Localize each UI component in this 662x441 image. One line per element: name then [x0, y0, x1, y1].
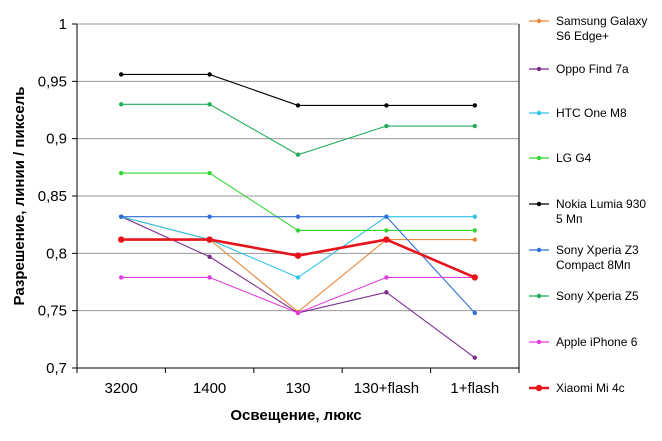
y-tick-label: 0,9 [46, 131, 67, 148]
legend-label: LG G4 [556, 151, 592, 165]
x-tick-label: 1+flash [450, 380, 499, 397]
series-htc-one-m8 [119, 214, 477, 280]
series-nokia-lumia-930-5-мп [119, 72, 477, 108]
series-oppo-find-7a [119, 214, 477, 360]
data-point [472, 214, 477, 219]
series-line [121, 103, 475, 156]
series-xiaomi-mi-4c [118, 236, 478, 281]
legend-label: Sony Xperia Z5 [556, 289, 639, 303]
y-tick-label: 0,95 [38, 73, 67, 90]
legend-item: Apple iPhone 6 [529, 335, 638, 349]
legend-swatch-marker [536, 66, 542, 72]
series-layer [118, 72, 478, 360]
legend-item: Oppo Find 7a [529, 62, 629, 76]
y-axis-title: Разрешение, линии / пиксель [11, 87, 28, 306]
legend-swatch-marker [536, 18, 542, 24]
legend-item: Sony Xperia Z5 [529, 289, 639, 303]
data-point [207, 72, 212, 77]
legend-item: Xiaomi Mi 4c [529, 381, 625, 395]
series-line [121, 276, 475, 314]
data-point [295, 103, 301, 108]
data-point [295, 152, 301, 157]
legend-label: Nokia Lumia 930 [556, 197, 646, 211]
legend-label: Sony Xperia Z3 [556, 243, 639, 257]
x-tick-label: 130 [285, 380, 310, 397]
data-point [295, 214, 301, 219]
data-point [472, 310, 477, 316]
data-point [206, 236, 213, 243]
series-line [121, 73, 475, 106]
y-tick-label: 0,8 [46, 245, 67, 262]
data-point [384, 214, 389, 219]
y-tick-label: 1 [59, 16, 67, 33]
series-sony-xperia-z3-compact-8мп [119, 214, 477, 316]
grid-lines [72, 23, 520, 373]
data-point [207, 214, 212, 219]
data-point [294, 252, 302, 259]
data-point [384, 123, 389, 129]
legend-item: LG G4 [529, 151, 592, 165]
x-tick-label: 1400 [193, 380, 226, 397]
x-axis-title: Освещение, люкс [230, 407, 361, 424]
legend-label: Oppo Find 7a [556, 62, 629, 76]
series-sony-xperia-z5 [119, 102, 477, 157]
data-point [295, 310, 301, 316]
data-point [119, 214, 124, 219]
data-point [472, 123, 477, 129]
data-point [472, 237, 477, 242]
legend-swatch-marker [536, 155, 542, 161]
data-point [118, 236, 125, 243]
series-lg-g4 [119, 170, 477, 233]
legend-swatch-marker [535, 384, 543, 392]
data-point [471, 274, 478, 281]
data-point [295, 228, 301, 233]
legend-label: Samsung Galaxy [556, 14, 647, 28]
data-point [295, 275, 301, 280]
legend-swatch-marker [536, 247, 542, 253]
legend-label: HTC One M8 [556, 106, 627, 120]
x-tick-label: 3200 [105, 380, 138, 397]
legend-item: HTC One M8 [529, 106, 627, 120]
data-point [384, 275, 389, 280]
data-point [119, 275, 124, 280]
legend-label: 5 Мп [556, 212, 583, 226]
data-point [472, 103, 477, 108]
legend-label: S6 Edge+ [556, 29, 609, 43]
legend-label: Xiaomi Mi 4c [556, 381, 625, 395]
data-point [384, 228, 389, 233]
series-line [121, 216, 475, 279]
data-point [207, 170, 212, 176]
data-point [207, 275, 212, 280]
data-point [383, 236, 390, 243]
y-tick-label: 0,75 [38, 303, 67, 320]
legend-swatch-marker [536, 201, 542, 207]
series-line [121, 172, 475, 231]
data-point [207, 102, 212, 107]
series-apple-iphone-6 [119, 275, 477, 316]
data-point [384, 103, 389, 108]
data-point [119, 170, 124, 176]
data-point [119, 72, 124, 77]
legend-swatch-marker [536, 293, 542, 299]
data-point [384, 290, 389, 295]
y-tick-labels: 1 0,95 0,9 0,85 0,8 0,75 0,7 [38, 16, 67, 377]
data-point [472, 355, 477, 360]
legend-swatch-marker [536, 110, 542, 116]
data-point [119, 102, 124, 107]
x-tick-label: 130+flash [354, 380, 419, 397]
x-tick-labels: 3200 1400 130 130+flash 1+flash [105, 380, 500, 397]
data-point [207, 254, 212, 259]
legend-label: Apple iPhone 6 [556, 335, 638, 349]
data-point [472, 228, 477, 233]
series-line [120, 216, 476, 359]
y-tick-label: 0,7 [46, 360, 67, 377]
y-tick-label: 0,85 [38, 188, 67, 205]
legend-label: Compact 8Мп [556, 258, 631, 272]
legend-swatch-marker [536, 339, 542, 345]
